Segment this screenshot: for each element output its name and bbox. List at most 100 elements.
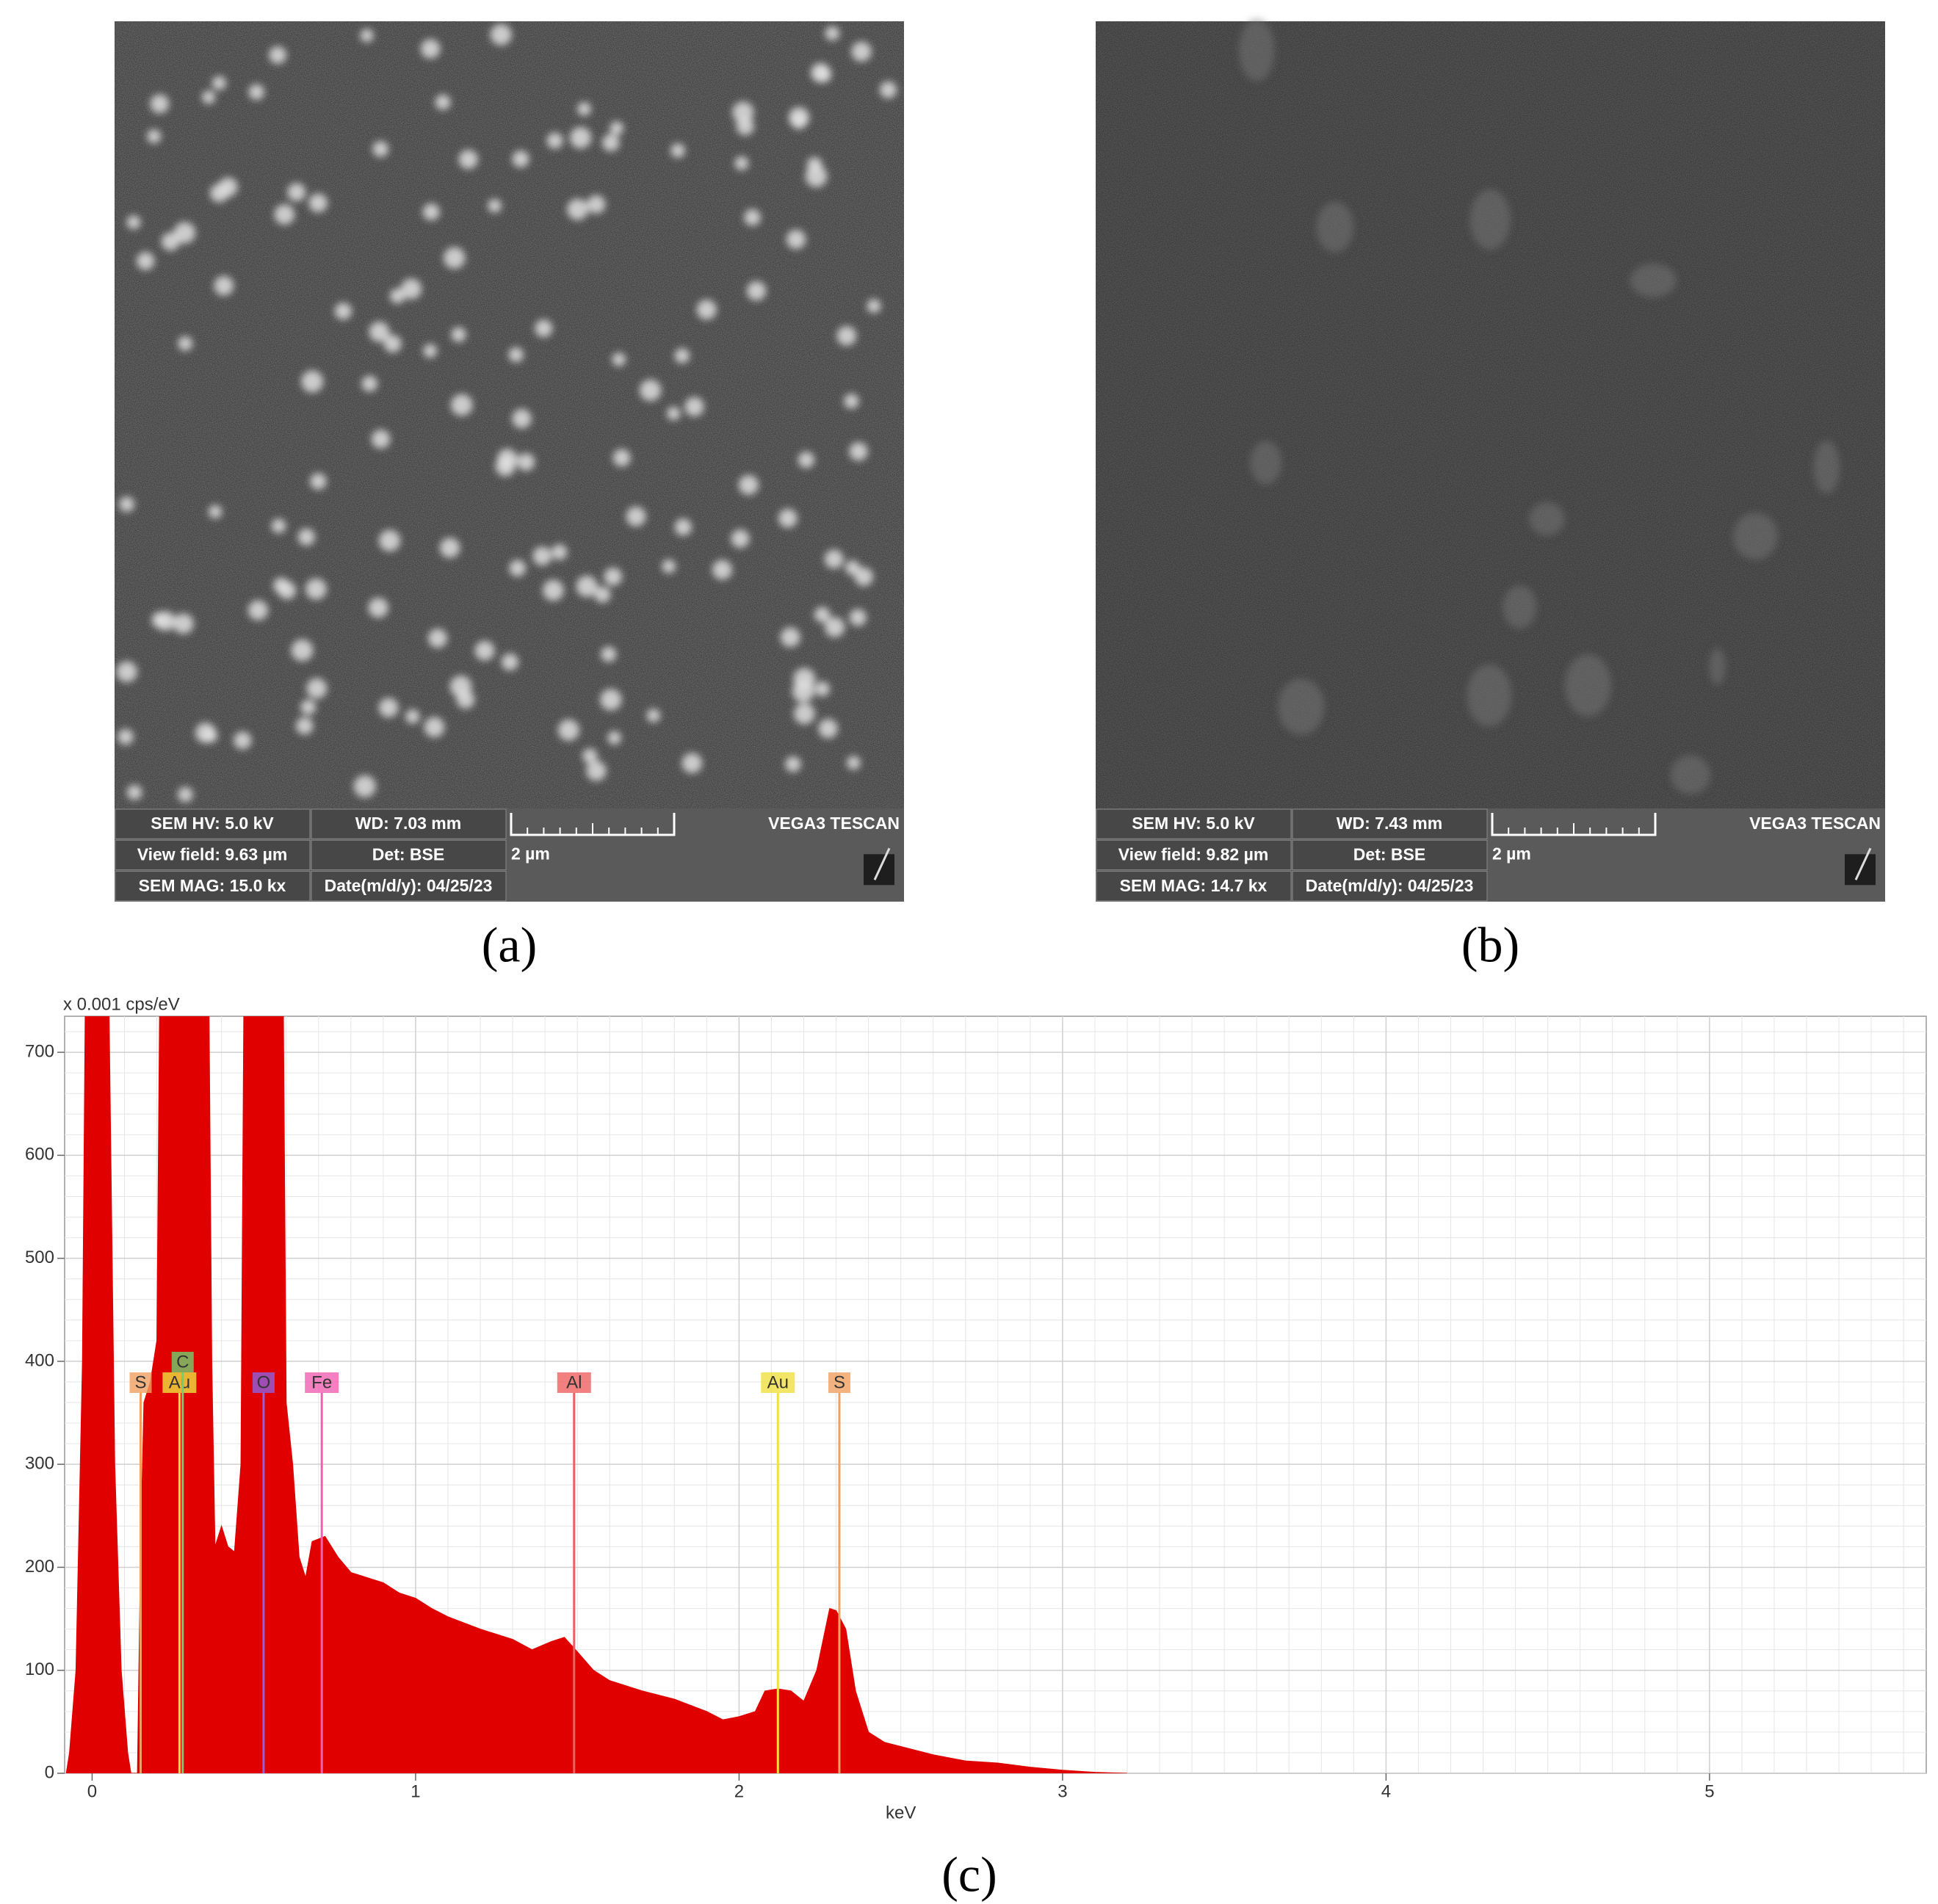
y-tick-label: 100 xyxy=(25,1659,54,1679)
marker-box xyxy=(252,1372,275,1393)
particle xyxy=(543,579,564,601)
particle xyxy=(532,546,552,566)
marker-label: S xyxy=(834,1372,845,1392)
marker-box xyxy=(761,1372,795,1393)
info-cell xyxy=(311,839,507,871)
sem-panel: SEM HV: 5.0 kV WD: 7.43 mm View field: 9.8… xyxy=(1096,18,1885,973)
feature xyxy=(1670,755,1711,794)
particle xyxy=(746,281,767,301)
particle xyxy=(451,327,466,342)
particle xyxy=(495,456,516,477)
brand: VEGA3 TESCAN xyxy=(1749,814,1881,833)
particle xyxy=(178,336,193,351)
particle xyxy=(126,784,142,800)
particle xyxy=(681,753,703,774)
particle xyxy=(211,76,226,90)
particle xyxy=(361,375,378,392)
feature xyxy=(1709,648,1726,685)
particle xyxy=(602,134,620,152)
info-text: SEM MAG: 15.0 kx xyxy=(139,876,286,895)
particle xyxy=(214,275,234,296)
sem-noise xyxy=(115,21,904,808)
y-tick-label: 0 xyxy=(45,1762,54,1782)
info-cell xyxy=(1096,839,1292,871)
feature xyxy=(1732,513,1778,560)
brand: VEGA3 TESCAN xyxy=(768,814,900,833)
info-text: Date(m/d/y): 04/25/23 xyxy=(1306,876,1474,895)
particle xyxy=(867,299,881,314)
feature xyxy=(1630,264,1677,297)
marker-label: Al xyxy=(566,1372,582,1392)
particle xyxy=(271,518,286,534)
particle xyxy=(793,667,816,690)
x-tick-label: 0 xyxy=(87,1781,97,1801)
particle xyxy=(273,577,289,594)
particle xyxy=(785,756,801,772)
particle xyxy=(546,132,563,149)
particle xyxy=(456,690,475,709)
particle xyxy=(512,409,532,429)
particle xyxy=(300,699,317,715)
info-text: View field: 9.63 µm xyxy=(137,845,288,864)
marker-label: C xyxy=(176,1352,189,1372)
particle xyxy=(626,507,646,526)
info-text: Det: BSE xyxy=(1353,845,1425,864)
particle xyxy=(405,709,420,724)
particle xyxy=(509,560,527,577)
info-cell xyxy=(115,871,311,902)
particle xyxy=(814,607,831,623)
particle xyxy=(269,46,286,64)
particle xyxy=(851,41,872,62)
particle xyxy=(684,397,704,417)
particle xyxy=(501,653,518,671)
particle xyxy=(577,102,591,116)
feature xyxy=(1469,189,1511,250)
feature xyxy=(1564,654,1612,717)
particle xyxy=(612,352,626,366)
particle xyxy=(305,578,327,600)
particle xyxy=(208,504,223,518)
particle xyxy=(383,335,402,353)
marker-label: Fe xyxy=(311,1372,332,1392)
particle xyxy=(488,198,502,213)
marker-label: Au xyxy=(767,1372,789,1392)
particle xyxy=(517,453,535,471)
y-tick-label: 200 xyxy=(25,1557,54,1577)
scale-label: 2 µm xyxy=(1492,844,1531,864)
particle xyxy=(301,370,324,393)
y-tick-label: 400 xyxy=(25,1350,54,1370)
info-cell xyxy=(115,839,311,871)
feature xyxy=(1250,441,1282,485)
particle xyxy=(306,678,328,699)
marker-box xyxy=(828,1372,850,1393)
particle xyxy=(126,215,141,230)
marker-box xyxy=(557,1372,591,1393)
particles xyxy=(116,23,897,803)
panel-label: (c) xyxy=(941,1847,997,1903)
particle xyxy=(389,288,405,304)
particle xyxy=(791,112,807,129)
particle xyxy=(824,549,844,569)
feature xyxy=(1529,502,1565,536)
particle xyxy=(674,518,692,536)
x-tick-label: 2 xyxy=(734,1781,744,1801)
particle xyxy=(601,646,617,662)
particle xyxy=(150,94,170,114)
logo-mark xyxy=(1854,847,1872,880)
particle xyxy=(731,529,750,549)
particle xyxy=(535,319,553,338)
x-tick-label: 1 xyxy=(411,1781,420,1801)
sem-panel: SEM HV: 5.0 kV WD: 7.03 mm View field: 9.6… xyxy=(115,21,904,973)
particle xyxy=(780,627,800,648)
particle xyxy=(195,723,216,743)
particle xyxy=(422,203,440,221)
particle xyxy=(880,81,897,98)
marker-label: O xyxy=(257,1372,271,1392)
particle xyxy=(151,612,168,629)
marker-label: S xyxy=(135,1372,147,1392)
particle xyxy=(424,717,445,738)
particle xyxy=(202,90,216,104)
particle xyxy=(646,709,661,723)
info-text: View field: 9.82 µm xyxy=(1118,845,1269,864)
particle xyxy=(274,204,295,225)
